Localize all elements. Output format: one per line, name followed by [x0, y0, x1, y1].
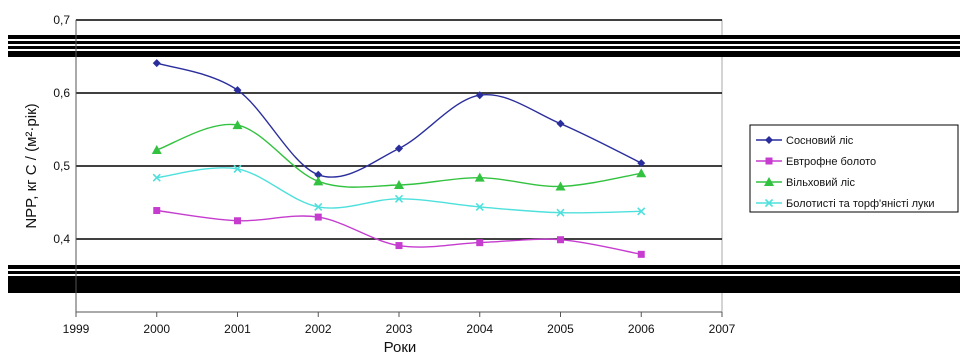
data-point-pine-forest [152, 59, 161, 68]
data-point-eutrophic-bog [153, 207, 161, 215]
data-point-eutrophic-bog [637, 250, 645, 258]
data-point-alder-forest [555, 181, 566, 191]
legend: Сосновий ліс Евтрофне болото Вільховий ліс… [749, 124, 959, 213]
data-point-meadows [475, 202, 484, 211]
x-axis-title: Роки [384, 339, 417, 356]
data-point-eutrophic-bog [314, 213, 322, 221]
series-layer [151, 59, 647, 258]
legend-label-pine-forest: Сосновий ліс [786, 135, 854, 147]
legend-marker-pine-forest [765, 136, 773, 144]
data-point-meadows [637, 207, 646, 216]
axes: 0,4 0,5 0,6 0,7 1999 2000 2001 2002 2003 2004 2005… [53, 13, 735, 336]
y-tick-label: 0,4 [53, 232, 70, 246]
data-point-eutrophic-bog [234, 217, 241, 225]
legend-label-meadows: Болотисті та торф'яністі луки [786, 198, 935, 210]
x-tick-label: 2002 [305, 322, 332, 336]
legend-marker-eutrophic-bog [765, 157, 773, 165]
data-point-pine-forest [637, 159, 646, 168]
legend-label-alder-forest: Вільховий ліс [786, 177, 855, 189]
y-tick-label: 0,7 [53, 13, 70, 27]
data-point-eutrophic-bog [476, 239, 484, 247]
x-tick-label: 2007 [709, 322, 736, 336]
legend-label-eutrophic-bog: Евтрофне болото [786, 156, 876, 168]
data-point-alder-forest [394, 179, 404, 189]
data-point-alder-forest [232, 120, 243, 130]
y-tick-label: 0,5 [53, 159, 70, 173]
scan-band-occluders [8, 35, 960, 293]
data-point-alder-forest [636, 168, 647, 178]
data-point-alder-forest [313, 176, 324, 186]
data-point-alder-forest [474, 172, 485, 182]
data-point-meadows [556, 208, 565, 217]
x-tick-label: 2000 [143, 322, 170, 336]
x-tick-label: 2001 [224, 322, 251, 336]
x-tick-label: 2004 [466, 322, 493, 336]
x-tick-label: 2005 [547, 322, 574, 336]
data-point-pine-forest [395, 144, 403, 153]
data-point-pine-forest [475, 91, 484, 100]
grid-lines [76, 19, 722, 240]
band-white-stripes [8, 39, 960, 276]
x-tick-label: 2006 [628, 322, 655, 336]
legend-marker-alder-forest [764, 177, 774, 186]
data-point-pine-forest [233, 86, 242, 95]
x-tick-label: 2003 [386, 322, 413, 336]
x-tick-label: 1999 [63, 322, 90, 336]
data-point-meadows [152, 173, 161, 182]
data-point-meadows [233, 164, 242, 173]
data-point-eutrophic-bog [395, 242, 403, 250]
data-point-pine-forest [314, 170, 323, 179]
y-axis-title: NPP, кг С / (м²·рік) [23, 103, 40, 228]
data-point-meadows [314, 202, 323, 211]
data-point-pine-forest [556, 119, 565, 128]
data-point-alder-forest [151, 144, 162, 154]
data-point-meadows [394, 194, 404, 203]
legend-marker-meadows [764, 198, 774, 208]
data-point-eutrophic-bog [557, 236, 564, 244]
legend-box [749, 124, 959, 213]
y-tick-label: 0,6 [53, 86, 70, 100]
